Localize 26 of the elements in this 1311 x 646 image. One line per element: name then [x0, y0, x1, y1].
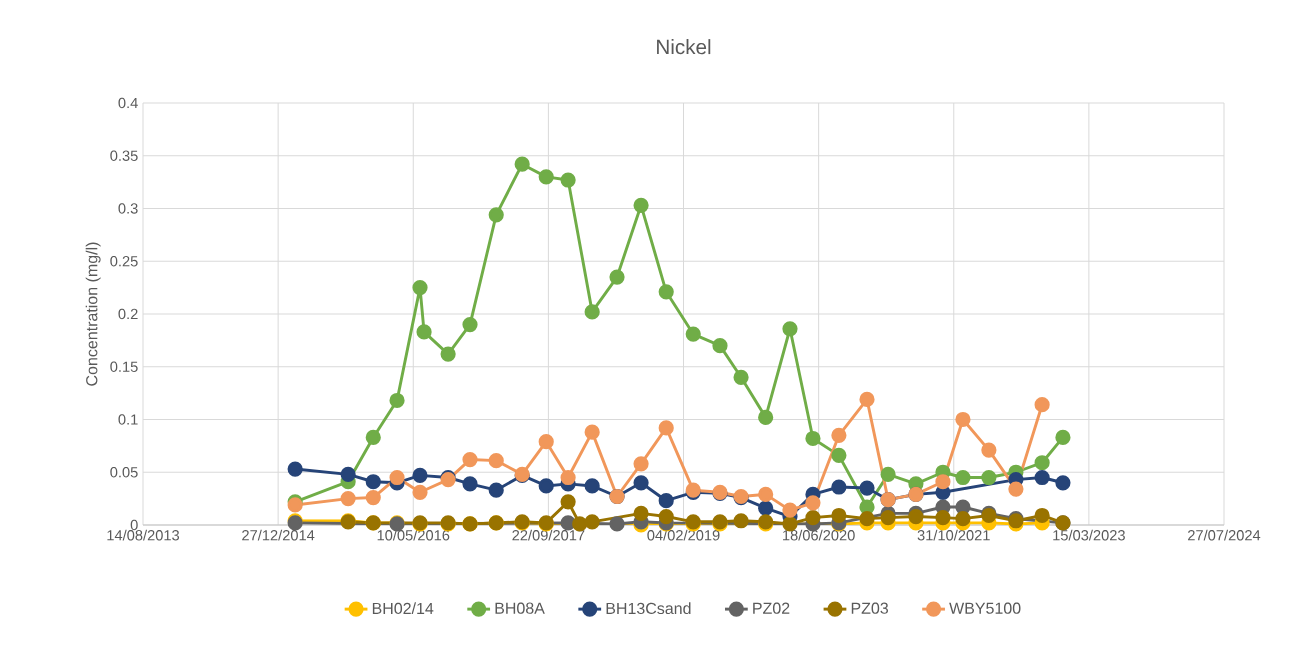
x-tick-label: 10/05/2016 [377, 529, 450, 541]
x-tick-label: 14/08/2013 [107, 529, 180, 541]
y-tick-label: 0.4 [118, 97, 138, 109]
y-tick-label: 0.2 [118, 308, 138, 320]
x-tick-label: 31/10/2021 [917, 529, 990, 541]
legend-label: BH13Csand [606, 602, 691, 615]
legend-label: WBY5100 [949, 602, 1021, 614]
legend-label: BH02/14 [372, 602, 434, 615]
y-tick-label: 0.35 [110, 150, 138, 161]
legend-label: PZ02 [753, 602, 790, 614]
legend-label: BH08A [495, 602, 545, 614]
y-tick-label: 0.15 [110, 361, 138, 372]
chart-title: Nickel [657, 39, 711, 55]
y-tick-label: 0.1 [118, 414, 138, 425]
x-tick-label: 22/09/2017 [512, 529, 585, 541]
y-tick-label: 0.25 [110, 256, 138, 267]
x-tick-label: 15/03/2023 [1053, 529, 1125, 541]
x-tick-label: 27/07/2024 [1188, 529, 1261, 541]
y-tick-label: 0.05 [110, 467, 138, 478]
x-tick-label: 18/06/2020 [783, 529, 855, 541]
x-tick-label: 27/12/2014 [242, 529, 315, 541]
y-tick-label: 0 [130, 519, 138, 531]
y-tick-label: 0.3 [118, 203, 138, 214]
x-tick-label: 04/02/2019 [647, 529, 720, 541]
legend-label: PZ03 [851, 602, 889, 614]
y-axis-title: Concentration (mg/l) [85, 242, 101, 386]
